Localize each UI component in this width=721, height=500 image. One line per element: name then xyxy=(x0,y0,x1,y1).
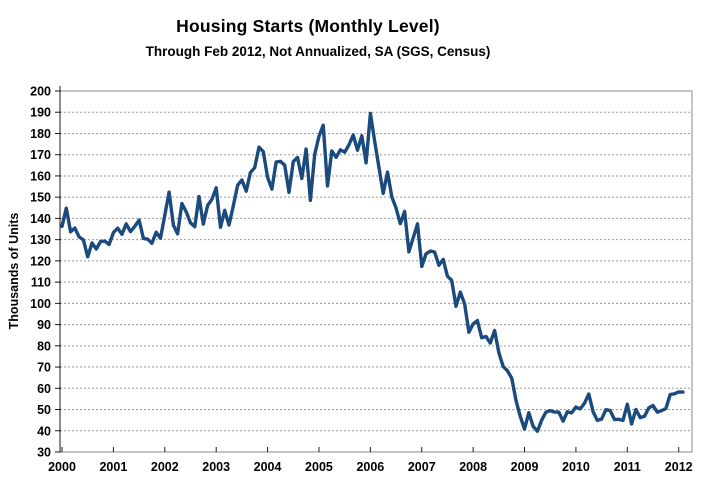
x-tick-label: 2012 xyxy=(665,460,693,474)
y-tick-label: 170 xyxy=(30,148,51,162)
y-tick-label: 50 xyxy=(37,403,51,417)
y-tick-label: 140 xyxy=(30,212,51,226)
x-tick-label: 2008 xyxy=(459,460,487,474)
y-tick-label: 70 xyxy=(37,361,51,375)
chart-subtitle: Through Feb 2012, Not Annualized, SA (SG… xyxy=(145,44,491,59)
y-tick-label: 110 xyxy=(31,276,51,290)
y-tick-label: 160 xyxy=(30,169,51,183)
y-tick-label: 120 xyxy=(30,254,51,268)
y-tick-label: 90 xyxy=(37,318,51,332)
y-tick-label: 30 xyxy=(37,446,51,460)
x-tick-label: 2010 xyxy=(562,460,590,474)
x-tick-label: 2005 xyxy=(305,460,333,474)
x-tick-label: 2007 xyxy=(408,460,436,474)
x-tick-label: 2001 xyxy=(99,460,127,474)
x-tick-label: 2000 xyxy=(48,460,76,474)
y-tick-label: 200 xyxy=(30,85,51,99)
x-tick-label: 2006 xyxy=(356,460,384,474)
x-tick-label: 2004 xyxy=(254,460,282,474)
y-tick-label: 60 xyxy=(37,382,51,396)
x-tick-label: 2009 xyxy=(511,460,539,474)
y-tick-label: 190 xyxy=(30,106,51,120)
y-tick-label: 80 xyxy=(37,339,51,353)
x-tick-label: 2002 xyxy=(151,460,179,474)
x-tick-label: 2011 xyxy=(614,460,641,474)
y-tick-label: 180 xyxy=(30,127,51,141)
y-tick-label: 40 xyxy=(37,424,51,438)
y-tick-label: 100 xyxy=(30,297,51,311)
y-tick-label: 130 xyxy=(30,233,51,247)
chart-title: Housing Starts (Monthly Level) xyxy=(176,16,440,36)
housing-starts-line xyxy=(60,111,685,433)
x-tick-label: 2003 xyxy=(202,460,230,474)
y-tick-label: 150 xyxy=(30,191,51,205)
